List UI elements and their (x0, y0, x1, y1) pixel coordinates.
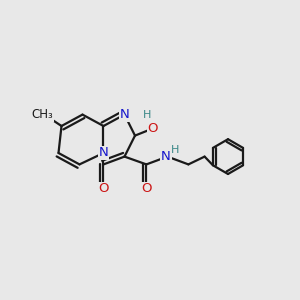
Text: N: N (99, 146, 108, 160)
Text: O: O (148, 122, 158, 135)
Text: H: H (171, 145, 179, 155)
Text: CH₃: CH₃ (31, 108, 53, 121)
Text: N: N (120, 108, 129, 121)
Text: H: H (143, 110, 151, 120)
Text: N: N (161, 150, 171, 163)
Text: O: O (141, 182, 152, 196)
Text: O: O (98, 182, 109, 196)
